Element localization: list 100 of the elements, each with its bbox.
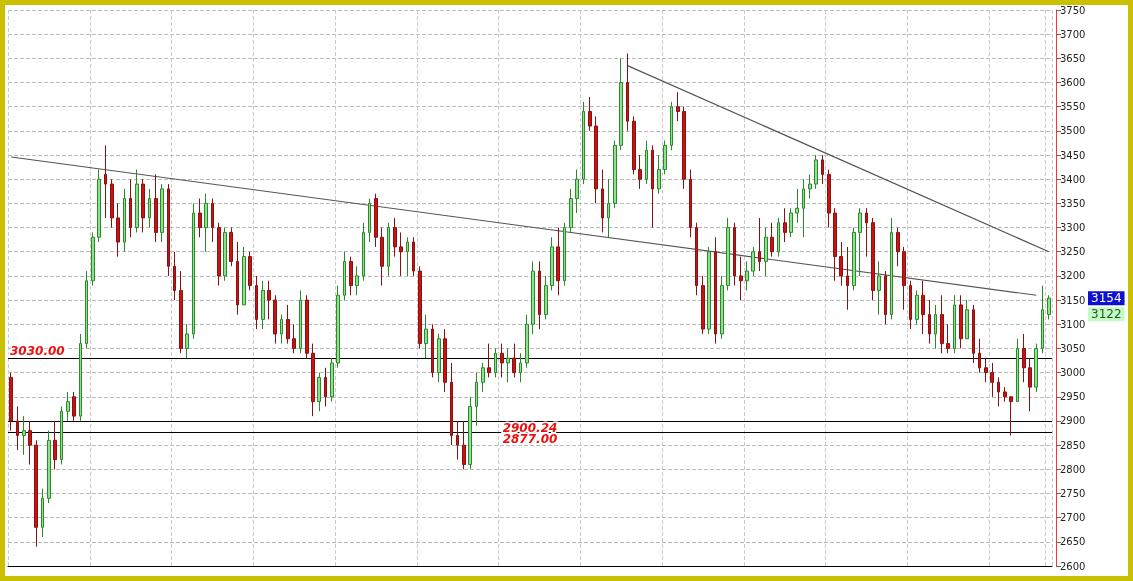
y-tick-label: 3600 xyxy=(1060,77,1086,89)
candlestick xyxy=(487,343,491,378)
y-tick-label: 2950 xyxy=(1060,391,1086,403)
y-tick-label: 3700 xyxy=(1060,28,1086,40)
candlestick xyxy=(380,227,384,287)
y-tick-label: 3750 xyxy=(1060,4,1086,16)
candlestick xyxy=(506,347,510,383)
candlestick xyxy=(123,188,126,253)
y-tick-label: 3250 xyxy=(1060,246,1086,258)
candlestick xyxy=(946,323,950,354)
y-tick-label: 3050 xyxy=(1060,342,1086,354)
candlestick xyxy=(871,217,875,301)
candlestick xyxy=(104,144,107,219)
y-tick-label: 3200 xyxy=(1060,270,1086,282)
candlestick xyxy=(890,217,893,320)
candlestick xyxy=(273,294,277,345)
candlestick xyxy=(607,178,610,238)
candlestick xyxy=(1028,357,1032,412)
candlestick xyxy=(286,304,290,345)
candlestick xyxy=(330,357,334,403)
candlestick xyxy=(563,222,566,287)
candlestick xyxy=(355,265,359,296)
candlestick xyxy=(1034,343,1038,393)
candlestick xyxy=(959,294,963,349)
candlestick xyxy=(808,173,812,200)
y-tick-label: 3550 xyxy=(1060,101,1086,113)
candlestick xyxy=(720,275,724,340)
candlestick xyxy=(79,333,82,422)
candlestick xyxy=(531,260,535,335)
candlestick xyxy=(179,270,183,354)
candlestick xyxy=(248,251,252,291)
candlestick xyxy=(770,222,774,258)
candlestick xyxy=(965,299,969,340)
ref-line-label: 3030.00 xyxy=(10,344,65,359)
candlestick xyxy=(651,144,654,229)
candlestick xyxy=(934,304,937,349)
candlestick xyxy=(827,169,831,229)
candlestick xyxy=(858,207,862,277)
candlestick xyxy=(456,420,459,461)
candlestick xyxy=(915,289,919,325)
y-tick-label: 3300 xyxy=(1060,222,1086,234)
candlestick xyxy=(802,178,805,238)
candlestick xyxy=(362,222,365,282)
candlestick xyxy=(129,178,132,238)
candlestick xyxy=(745,260,749,291)
candlestick xyxy=(412,236,415,277)
candlestick xyxy=(116,202,120,258)
candlestick xyxy=(726,217,730,291)
candlestick xyxy=(601,169,604,233)
candlestick xyxy=(374,193,378,248)
y-tick-label: 3650 xyxy=(1060,52,1086,64)
candlestick xyxy=(16,405,19,451)
candlestick xyxy=(902,246,906,311)
candlestick xyxy=(682,106,686,190)
candlestick xyxy=(53,420,57,470)
candlestick xyxy=(198,198,202,238)
candlestick xyxy=(733,222,736,287)
candlestick xyxy=(877,260,881,316)
candlestick xyxy=(940,294,944,354)
candlestick xyxy=(613,140,617,209)
candlestick xyxy=(663,140,667,175)
candlestick xyxy=(229,227,233,267)
candlestick xyxy=(494,347,497,378)
candlestick xyxy=(173,251,176,301)
candlestick xyxy=(795,188,799,224)
candlestick xyxy=(670,101,673,151)
candlestick xyxy=(431,323,434,378)
candlestick xyxy=(865,207,868,258)
candlestick xyxy=(481,362,485,393)
candlestick xyxy=(500,343,504,378)
y-tick-label: 2600 xyxy=(1060,560,1086,572)
candlestick xyxy=(305,294,309,359)
candlestick xyxy=(701,275,705,335)
candlestick xyxy=(1016,338,1019,403)
candlestick xyxy=(85,270,88,349)
y-tick-label: 3150 xyxy=(1060,294,1086,306)
candlestick xyxy=(575,169,579,214)
candlestick xyxy=(997,376,1000,407)
candlestick xyxy=(638,154,642,190)
candlestick xyxy=(645,140,648,185)
candlestick xyxy=(676,91,680,122)
candlestick xyxy=(714,236,717,345)
candlestick xyxy=(978,338,981,374)
candlestick xyxy=(223,227,227,282)
candlestick xyxy=(789,207,793,238)
y-tick-label: 2900 xyxy=(1060,415,1086,427)
candlestick xyxy=(66,391,70,422)
y-tick-label: 3500 xyxy=(1060,125,1086,137)
candlestick xyxy=(450,362,453,446)
y-tick-label: 2650 xyxy=(1060,536,1086,548)
candlestick xyxy=(418,265,422,349)
candlestick xyxy=(632,115,636,175)
candlestick xyxy=(852,227,856,291)
y-tick-label: 2750 xyxy=(1060,487,1086,499)
candlestick xyxy=(984,357,988,383)
candlestick xyxy=(41,488,44,538)
candlestick xyxy=(324,367,327,407)
candlestick xyxy=(1041,285,1044,354)
y-tick-label: 3350 xyxy=(1060,197,1086,209)
candlestick xyxy=(343,251,346,301)
